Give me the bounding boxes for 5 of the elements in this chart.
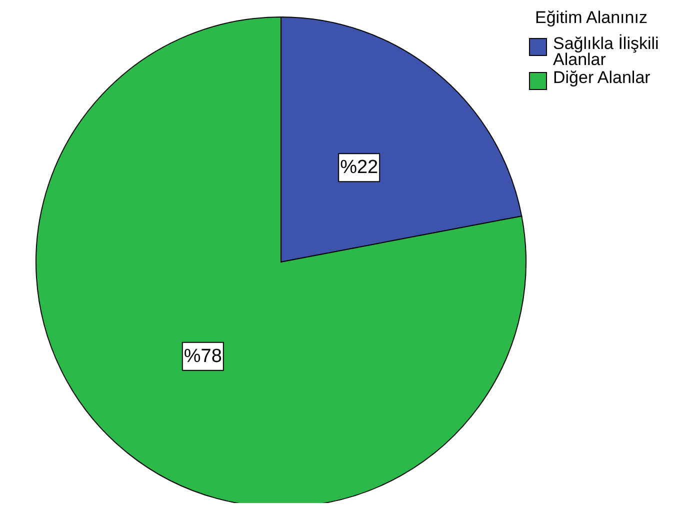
legend-label: Diğer Alanlar: [553, 68, 650, 87]
legend-title: Eğitim Alanınız: [535, 8, 648, 28]
data-label: %22: [340, 157, 378, 178]
data-label: %78: [184, 346, 222, 367]
legend-label: Sağlıkla İlişkili Alanlar: [553, 34, 660, 69]
